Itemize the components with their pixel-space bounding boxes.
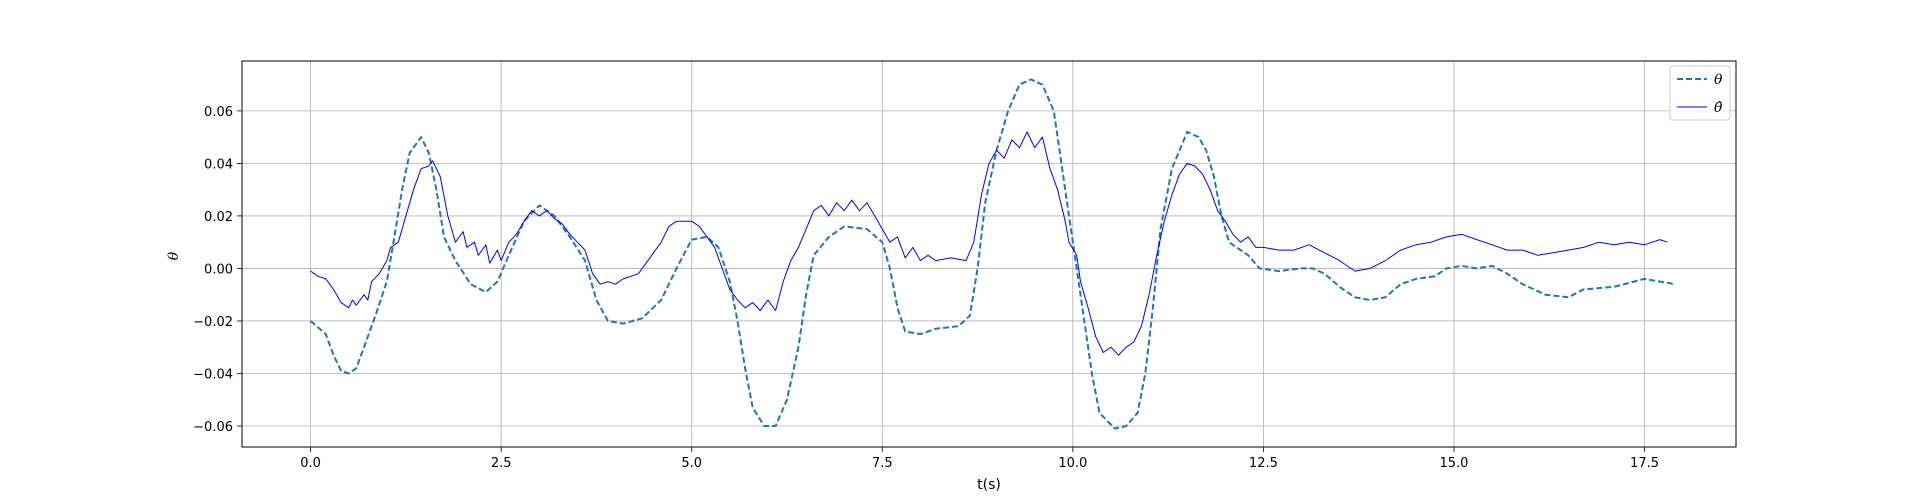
y-tick-label: 0.04 <box>204 157 233 172</box>
series-lines <box>309 78 1676 430</box>
x-tick-label: 12.5 <box>1249 456 1278 471</box>
series-line-theta-hat <box>310 131 1668 356</box>
y-tick-label: −0.02 <box>193 315 233 330</box>
x-axis-label: t(s) <box>977 477 1001 493</box>
x-axis-ticks: 0.0 2.5 5.0 7.5 10.0 12.5 15.0 17.5 <box>300 447 1659 471</box>
legend-label-theta-hat: θ̂ <box>1714 100 1723 116</box>
legend: θ θ̂ <box>1669 65 1731 121</box>
x-tick-label: 15.0 <box>1439 456 1468 471</box>
y-tick-label: −0.06 <box>193 420 233 435</box>
legend-label-theta: θ <box>1714 72 1723 88</box>
y-tick-label: −0.04 <box>193 367 233 382</box>
x-tick-label: 10.0 <box>1058 456 1087 471</box>
y-axis-ticks: −0.06 −0.04 −0.02 0.00 0.02 0.04 0.06 <box>193 105 242 435</box>
x-tick-label: 2.5 <box>491 456 512 471</box>
plot-area <box>242 61 1736 447</box>
y-tick-label: 0.02 <box>204 210 233 225</box>
x-tick-label: 0.0 <box>300 456 321 471</box>
y-tick-label: 0.06 <box>204 105 233 120</box>
y-tick-label: 0.00 <box>204 262 233 277</box>
x-tick-label: 5.0 <box>681 456 702 471</box>
series-line-theta <box>309 78 1676 430</box>
x-tick-label: 17.5 <box>1630 456 1659 471</box>
y-axis-label: θ <box>166 251 182 260</box>
plot-frame <box>241 60 1737 448</box>
x-tick-label: 7.5 <box>872 456 893 471</box>
